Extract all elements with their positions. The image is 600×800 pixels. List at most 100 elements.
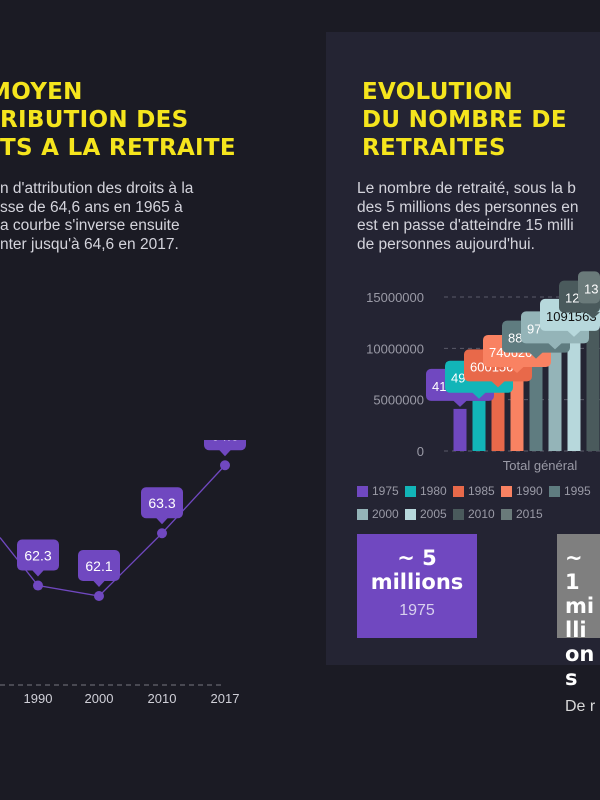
legend-swatch (453, 508, 464, 520)
data-label-pointer (548, 342, 562, 350)
paragraph-line: nter jusqu'à 64,6 en 2017. (0, 235, 179, 253)
bar-1985 (491, 389, 505, 451)
legend-swatch (405, 508, 416, 520)
data-label-text: 41 (432, 379, 446, 394)
data-label-pointer (472, 392, 486, 399)
left-title-line: TS A LA RETRAITE (0, 135, 236, 161)
legend-label: 1975 (372, 484, 399, 498)
stat-unit: millions (370, 570, 464, 594)
legend-swatch (453, 485, 464, 497)
bar-1990 (510, 374, 524, 451)
data-label-pointer (156, 517, 168, 525)
legend-swatch (357, 508, 368, 520)
legend-label: 2015 (516, 507, 543, 521)
stat-card-1975: ~ 5 millions 1975 (357, 534, 477, 638)
legend-item-1995[interactable]: 1995 (549, 484, 597, 498)
y-tick-label: 5000000 (373, 393, 424, 408)
legend-item-2015[interactable]: 2015 (501, 507, 549, 521)
data-label-text: 1091563 (546, 309, 597, 324)
paragraph-line: n d'attribution des droits à la (0, 180, 194, 197)
left-title-line: RIBUTION DES (0, 107, 189, 133)
left-paragraph: n d'attribution des droits à la sse de 6… (0, 180, 320, 254)
data-label-pointer (586, 312, 600, 319)
legend-swatch (501, 508, 512, 520)
stat-card-today: ~ 1 millions De r (557, 534, 600, 715)
legend-item-2005[interactable]: 2005 (405, 507, 453, 521)
paragraph-line: est en passe d'atteindre 15 milli (357, 217, 574, 234)
stat-label: 1975 (399, 602, 435, 619)
left-title: MOYEN RIBUTION DES TS A LA RETRAITE (0, 78, 236, 162)
data-label: 64.6 (211, 440, 238, 443)
data-label-pointer (93, 580, 105, 587)
paragraph-line: de personnes aujourd'hui. (357, 235, 535, 253)
data-point (220, 460, 230, 471)
data-label-pointer (219, 449, 231, 457)
bar-2005 (567, 338, 581, 451)
legend-swatch (501, 485, 512, 497)
x-tick-label: 2000 (85, 691, 114, 706)
legend-item-1985[interactable]: 1985 (453, 484, 501, 498)
legend-label: 2000 (372, 507, 399, 521)
legend-item-1975[interactable]: 1975 (357, 484, 405, 498)
legend-item-1990[interactable]: 1990 (501, 484, 549, 498)
legend-label: 1985 (468, 484, 495, 498)
right-title-line: EVOLUTION (362, 79, 513, 105)
right-title: EVOLUTION DU NOMBRE DE RETRAITES (362, 78, 567, 162)
data-label-bubble (17, 539, 59, 571)
bar-chart: 0500000010000000150000004149600156974062… (366, 271, 600, 473)
x-tick-label: 2017 (211, 691, 240, 706)
paragraph-line: des 5 millions des personnes en (357, 198, 579, 216)
legend-item-2000[interactable]: 2000 (357, 507, 405, 521)
data-label-pointer (510, 366, 524, 373)
legend-swatch (357, 485, 368, 497)
legend-swatch (549, 485, 560, 497)
data-label-pointer (567, 330, 581, 337)
right-title-line: DU NOMBRE DE (362, 107, 567, 133)
data-label-text: 13 (584, 281, 598, 296)
bar-2010 (586, 320, 600, 451)
data-label-text: 49 (451, 371, 465, 386)
legend-label: 1990 (516, 484, 543, 498)
bar-1980 (472, 400, 486, 451)
stat-value: ~ 1 (565, 546, 583, 594)
stat-label: De r (565, 698, 596, 715)
y-tick-label: 10000000 (366, 341, 424, 356)
x-tick-label: 1990 (24, 691, 53, 706)
y-tick-label: 15000000 (366, 290, 424, 305)
x-axis-label: Total général (503, 458, 578, 473)
data-label-bubble (78, 550, 120, 581)
legend-item-2010[interactable]: 2010 (453, 507, 501, 521)
data-label-bubble (578, 271, 600, 304)
data-label-text: 88 (508, 331, 522, 346)
legend-label: 1980 (420, 484, 447, 498)
legend-label: 1995 (564, 484, 591, 498)
paragraph-line: sse de 64,6 ans en 1965 à (0, 198, 183, 216)
stat-value: ~ 5 (397, 546, 437, 570)
data-label-pointer (32, 570, 44, 577)
paragraph-line: Le nombre de retraité, sous la b (357, 180, 576, 197)
right-paragraph: Le nombre de retraité, sous la b des 5 m… (357, 180, 600, 254)
data-label-text: 97 (527, 321, 541, 336)
line-chart: 62.3 1990 62.1 2000 63.3 2010 64.6 2017 (0, 440, 246, 706)
stat-unit: millions (565, 594, 595, 690)
data-label-2015: 13 (578, 271, 600, 304)
data-label-pointer (453, 400, 467, 407)
data-label-bubble (204, 440, 246, 451)
data-point (94, 591, 104, 601)
x-tick-label: 2010 (148, 691, 177, 706)
data-label: 62.3 (24, 548, 51, 564)
legend-label: 2005 (420, 507, 447, 521)
bar-2000 (548, 351, 562, 451)
data-label-pointer (491, 380, 505, 388)
bar-chart-legend: 1975 1980 1985 1990 1995 2000 2005 2010 2015 (357, 484, 600, 521)
legend-item-1980[interactable]: 1980 (405, 484, 453, 498)
legend-swatch (405, 485, 416, 497)
paragraph-line: a courbe s'inverse ensuite (0, 217, 180, 234)
data-label-bubble (141, 487, 183, 519)
legend-label: 2010 (468, 507, 495, 521)
bar-1975 (453, 408, 467, 451)
data-label: 62.1 (85, 558, 112, 574)
left-title-line: MOYEN (0, 79, 83, 105)
data-label-pointer (529, 352, 543, 359)
data-point (33, 580, 43, 591)
